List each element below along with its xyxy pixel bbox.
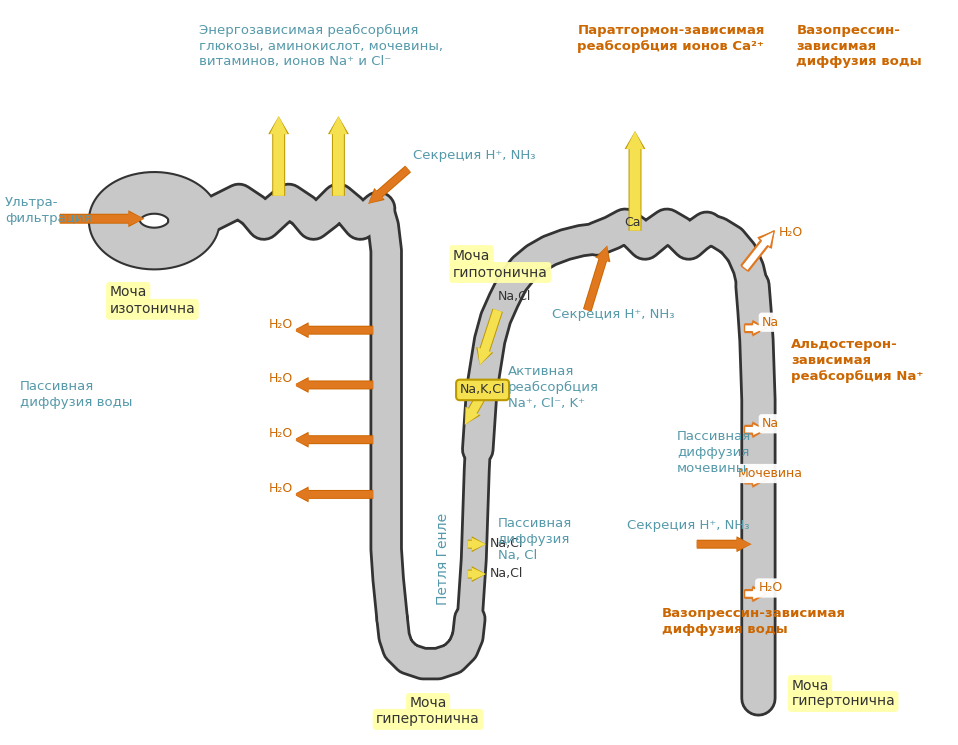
FancyArrow shape <box>744 473 766 486</box>
Text: H₂O: H₂O <box>778 226 803 238</box>
FancyArrow shape <box>584 246 609 311</box>
FancyArrow shape <box>59 210 145 227</box>
FancyArrow shape <box>293 486 374 502</box>
Text: Na,Cl: Na,Cl <box>490 537 523 551</box>
FancyArrow shape <box>293 323 374 338</box>
Text: Na,K,Cl: Na,K,Cl <box>460 384 505 396</box>
FancyArrow shape <box>696 538 751 551</box>
FancyArrow shape <box>744 471 766 488</box>
FancyArrow shape <box>293 488 374 501</box>
FancyArrow shape <box>328 116 349 196</box>
FancyArrow shape <box>330 116 348 196</box>
Text: Активная: Активная <box>508 365 574 378</box>
FancyArrow shape <box>744 421 766 438</box>
FancyArrow shape <box>368 165 411 204</box>
Text: Ca: Ca <box>624 215 640 229</box>
FancyArrow shape <box>270 116 287 196</box>
FancyArrow shape <box>293 431 374 448</box>
Text: H₂O: H₂O <box>759 582 783 595</box>
Text: Петля Генле: Петля Генле <box>436 513 450 605</box>
FancyArrow shape <box>696 536 751 552</box>
Text: Секреция H⁺, NH₃: Секреция H⁺, NH₃ <box>553 308 674 321</box>
Text: Мочевина: Мочевина <box>738 467 803 480</box>
Text: Моча: Моча <box>409 697 446 711</box>
Text: глюкозы, аминокислот, мочевины,: глюкозы, аминокислот, мочевины, <box>199 39 443 53</box>
FancyArrow shape <box>744 588 766 600</box>
Text: Паратгормон-зависимая: Паратгормон-зависимая <box>578 24 764 37</box>
FancyArrow shape <box>468 538 486 551</box>
FancyArrow shape <box>744 423 766 437</box>
FancyArrow shape <box>468 566 486 582</box>
Text: диффузия воды: диффузия воды <box>662 623 787 635</box>
Text: гипотонична: гипотонична <box>453 265 548 279</box>
FancyArrow shape <box>741 231 774 271</box>
Text: Ультра-: Ультра- <box>5 196 58 209</box>
Text: диффузия: диффузия <box>677 446 749 459</box>
Text: Na⁺, Cl⁻, K⁺: Na⁺, Cl⁻, K⁺ <box>508 397 584 410</box>
Text: диффузия воды: диффузия воды <box>796 55 922 69</box>
FancyArrow shape <box>744 322 766 335</box>
FancyArrow shape <box>468 568 486 580</box>
Text: диффузия воды: диффузия воды <box>20 396 132 409</box>
Text: реабсорбция: реабсорбция <box>508 381 599 394</box>
FancyArrow shape <box>627 131 644 231</box>
FancyArrow shape <box>293 433 374 446</box>
FancyArrow shape <box>478 309 502 365</box>
Text: Секреция H⁺, NH₃: Секреция H⁺, NH₃ <box>627 519 749 533</box>
Text: Вазопрессин-зависимая: Вазопрессин-зависимая <box>662 607 846 620</box>
Text: Моча: Моча <box>109 285 147 299</box>
FancyArrow shape <box>268 116 289 196</box>
FancyArrow shape <box>465 387 490 425</box>
Text: Na: Na <box>762 417 779 431</box>
Text: H₂O: H₂O <box>268 372 293 385</box>
Text: мочевины: мочевины <box>677 462 747 475</box>
Text: Альдостерон-: Альдостерон- <box>791 338 898 351</box>
Text: фильтрация: фильтрация <box>5 212 92 225</box>
FancyArrow shape <box>741 231 774 272</box>
FancyArrow shape <box>468 536 486 552</box>
Text: H₂O: H₂O <box>268 427 293 440</box>
Text: Секреция H⁺, NH₃: Секреция H⁺, NH₃ <box>413 149 536 162</box>
Text: H₂O: H₂O <box>268 482 293 495</box>
Text: гипертонична: гипертонична <box>376 712 480 726</box>
FancyArrow shape <box>293 324 374 337</box>
Text: диффузия: диффузия <box>497 533 570 546</box>
FancyArrow shape <box>476 308 503 365</box>
Text: зависимая: зависимая <box>796 39 877 53</box>
Text: Энергозависимая реабсорбция: Энергозависимая реабсорбция <box>199 24 419 37</box>
Text: Na: Na <box>762 316 779 329</box>
Text: Na,Cl: Na,Cl <box>490 567 523 580</box>
FancyArrow shape <box>59 212 145 226</box>
Text: Пассивная: Пассивная <box>497 517 572 530</box>
Text: реабсорбция Na⁺: реабсорбция Na⁺ <box>791 370 924 383</box>
Text: Моча: Моча <box>791 679 829 693</box>
FancyArrow shape <box>583 246 610 311</box>
Text: Моча: Моча <box>453 249 490 262</box>
Text: Пассивная: Пассивная <box>20 380 94 393</box>
FancyArrow shape <box>744 586 766 603</box>
Text: H₂O: H₂O <box>268 317 293 331</box>
FancyArrow shape <box>293 378 374 391</box>
FancyArrow shape <box>465 387 489 425</box>
FancyArrow shape <box>744 320 766 337</box>
Text: Пассивная: Пассивная <box>677 430 751 443</box>
Text: изотонична: изотонична <box>109 302 195 317</box>
Text: зависимая: зависимая <box>791 354 872 367</box>
Text: витаминов, ионов Na⁺ и Cl⁻: витаминов, ионов Na⁺ и Cl⁻ <box>199 55 391 69</box>
Text: гипертонична: гипертонична <box>791 694 895 708</box>
Text: Вазопрессин-: Вазопрессин- <box>796 24 901 37</box>
Text: Na, Cl: Na, Cl <box>497 549 536 562</box>
Text: реабсорбция ионов Ca²⁺: реабсорбция ионов Ca²⁺ <box>578 39 764 53</box>
FancyArrow shape <box>625 131 646 231</box>
FancyArrow shape <box>293 377 374 393</box>
Text: Na,Cl: Na,Cl <box>497 291 531 303</box>
FancyArrow shape <box>368 166 410 204</box>
